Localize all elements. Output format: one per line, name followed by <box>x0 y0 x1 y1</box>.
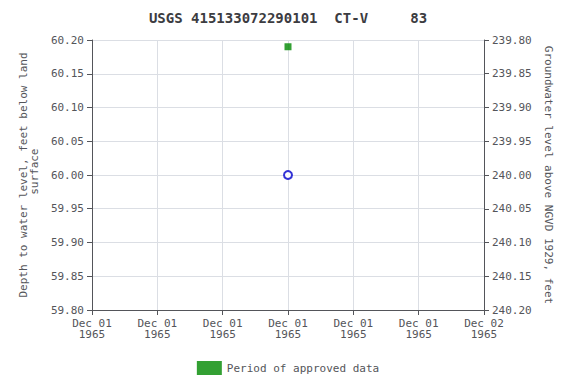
svg-text:240.20: 240.20 <box>492 304 532 317</box>
svg-text:Dec 01: Dec 01 <box>137 317 178 330</box>
svg-text:240.05: 240.05 <box>492 202 532 215</box>
svg-text:Dec 01: Dec 01 <box>268 317 308 330</box>
svg-text:Dec 01: Dec 01 <box>72 317 112 330</box>
svg-text:1965: 1965 <box>340 328 367 341</box>
svg-text:60.10: 60.10 <box>51 101 84 114</box>
svg-text:239.80: 239.80 <box>492 34 532 47</box>
svg-text:1965: 1965 <box>144 328 171 341</box>
svg-text:60.20: 60.20 <box>51 34 84 47</box>
svg-text:1965: 1965 <box>405 328 432 341</box>
svg-text:240.15: 240.15 <box>492 270 532 283</box>
svg-text:Depth to water level, feet bel: Depth to water level, feet below land <box>17 52 30 298</box>
svg-text:239.85: 239.85 <box>492 67 532 80</box>
svg-text:59.80: 59.80 <box>51 304 84 317</box>
svg-text:59.90: 59.90 <box>51 236 84 249</box>
svg-text:Period of approved data: Period of approved data <box>227 362 379 375</box>
svg-text:60.05: 60.05 <box>51 135 84 148</box>
svg-text:59.85: 59.85 <box>51 270 84 283</box>
svg-text:Dec 01: Dec 01 <box>333 317 374 330</box>
svg-text:240.00: 240.00 <box>492 169 532 182</box>
svg-text:240.10: 240.10 <box>492 236 532 249</box>
svg-text:1965: 1965 <box>209 328 236 341</box>
svg-text:USGS 415133072290101 CT-V: USGS 415133072290101 CT-V 83 <box>149 10 427 26</box>
svg-text:59.95: 59.95 <box>51 202 84 215</box>
svg-text:Dec 02: Dec 02 <box>464 317 504 330</box>
svg-text:Dec 01: Dec 01 <box>202 317 243 330</box>
svg-text:surface: surface <box>28 149 41 202</box>
svg-text:1965: 1965 <box>275 328 302 341</box>
svg-text:1965: 1965 <box>471 328 498 341</box>
svg-text:239.95: 239.95 <box>492 135 532 148</box>
svg-text:Dec 01: Dec 01 <box>398 317 439 330</box>
svg-text:60.00: 60.00 <box>51 169 84 182</box>
svg-text:60.15: 60.15 <box>51 67 84 80</box>
svg-text:1965: 1965 <box>79 328 106 341</box>
svg-text:Groundwater level above NGVD 1: Groundwater level above NGVD 1929, feet <box>542 46 555 304</box>
svg-text:239.90: 239.90 <box>492 101 532 114</box>
